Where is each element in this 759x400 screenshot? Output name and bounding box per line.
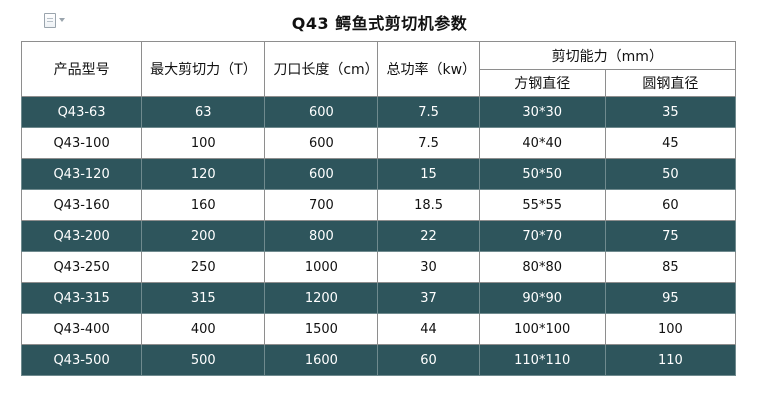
table-row: Q43-315 315 1200 37 90*90 95 (20, 282, 737, 314)
cell-force: 500 (141, 344, 266, 376)
table-row: Q43-250 250 1000 30 80*80 85 (20, 251, 737, 283)
cell-square: 50*50 (478, 158, 606, 190)
cell-square: 100*100 (478, 313, 606, 345)
cell-power: 18.5 (377, 189, 480, 221)
cell-power: 22 (377, 220, 480, 252)
cell-force: 250 (141, 251, 266, 283)
spec-table: 产品型号 最大剪切力（T） 刀口长度（cm） 总功率（kw） 剪切能力（mm） … (20, 41, 737, 376)
cell-model: Q43-315 (20, 282, 143, 314)
cell-model: Q43-100 (20, 127, 143, 159)
cell-power: 7.5 (377, 96, 480, 128)
cell-blade: 1600 (264, 344, 379, 376)
cell-power: 44 (377, 313, 480, 345)
header-blade-length: 刀口长度（cm） (264, 41, 379, 97)
cell-round: 85 (604, 251, 737, 283)
cell-round: 45 (604, 127, 737, 159)
cell-model: Q43-160 (20, 189, 143, 221)
cell-force: 100 (141, 127, 266, 159)
cell-square: 40*40 (478, 127, 606, 159)
cell-blade: 800 (264, 220, 379, 252)
cell-round: 100 (604, 313, 737, 345)
cell-model: Q43-500 (20, 344, 143, 376)
cell-power: 60 (377, 344, 480, 376)
table-row: Q43-63 63 600 7.5 30*30 35 (20, 96, 737, 128)
cell-round: 95 (604, 282, 737, 314)
cell-force: 120 (141, 158, 266, 190)
cell-square: 110*110 (478, 344, 606, 376)
table-row: Q43-160 160 700 18.5 55*55 60 (20, 189, 737, 221)
document-icon (44, 12, 56, 28)
cell-model: Q43-400 (20, 313, 143, 345)
header-max-force: 最大剪切力（T） (141, 41, 266, 97)
header-cutting-capacity: 剪切能力（mm） (478, 41, 737, 70)
table-row: Q43-500 500 1600 60 110*110 110 (20, 344, 737, 376)
cell-model: Q43-120 (20, 158, 143, 190)
cell-square: 30*30 (478, 96, 606, 128)
cell-model: Q43-250 (20, 251, 143, 283)
cell-power: 15 (377, 158, 480, 190)
cell-blade: 1000 (264, 251, 379, 283)
cell-force: 160 (141, 189, 266, 221)
cell-power: 37 (377, 282, 480, 314)
cell-blade: 600 (264, 127, 379, 159)
cell-model: Q43-200 (20, 220, 143, 252)
cell-blade: 600 (264, 158, 379, 190)
cell-blade: 700 (264, 189, 379, 221)
table-row: Q43-400 400 1500 44 100*100 100 (20, 313, 737, 345)
table-row: Q43-120 120 600 15 50*50 50 (20, 158, 737, 190)
cell-square: 70*70 (478, 220, 606, 252)
cell-round: 50 (604, 158, 737, 190)
header-round-steel: 圆钢直径 (604, 69, 737, 97)
cell-square: 55*55 (478, 189, 606, 221)
cell-round: 60 (604, 189, 737, 221)
document-menu[interactable] (44, 12, 66, 28)
cell-square: 80*80 (478, 251, 606, 283)
cell-model: Q43-63 (20, 96, 143, 128)
cell-blade: 1500 (264, 313, 379, 345)
cell-power: 30 (377, 251, 480, 283)
header-square-steel: 方钢直径 (478, 69, 606, 97)
cell-square: 90*90 (478, 282, 606, 314)
cell-force: 63 (141, 96, 266, 128)
table-row: Q43-100 100 600 7.5 40*40 45 (20, 127, 737, 159)
page-title: Q43 鳄鱼式剪切机参数 (291, 14, 468, 33)
chevron-down-icon (59, 18, 65, 22)
header-model: 产品型号 (20, 41, 143, 97)
cell-power: 7.5 (377, 127, 480, 159)
cell-round: 75 (604, 220, 737, 252)
cell-round: 110 (604, 344, 737, 376)
spec-table-body: Q43-63 63 600 7.5 30*30 35 Q43-100 100 6… (20, 96, 737, 376)
cell-blade: 600 (264, 96, 379, 128)
cell-force: 200 (141, 220, 266, 252)
cell-blade: 1200 (264, 282, 379, 314)
cell-force: 315 (141, 282, 266, 314)
cell-round: 35 (604, 96, 737, 128)
cell-force: 400 (141, 313, 266, 345)
header-total-power: 总功率（kw） (377, 41, 480, 97)
table-row: Q43-200 200 800 22 70*70 75 (20, 220, 737, 252)
